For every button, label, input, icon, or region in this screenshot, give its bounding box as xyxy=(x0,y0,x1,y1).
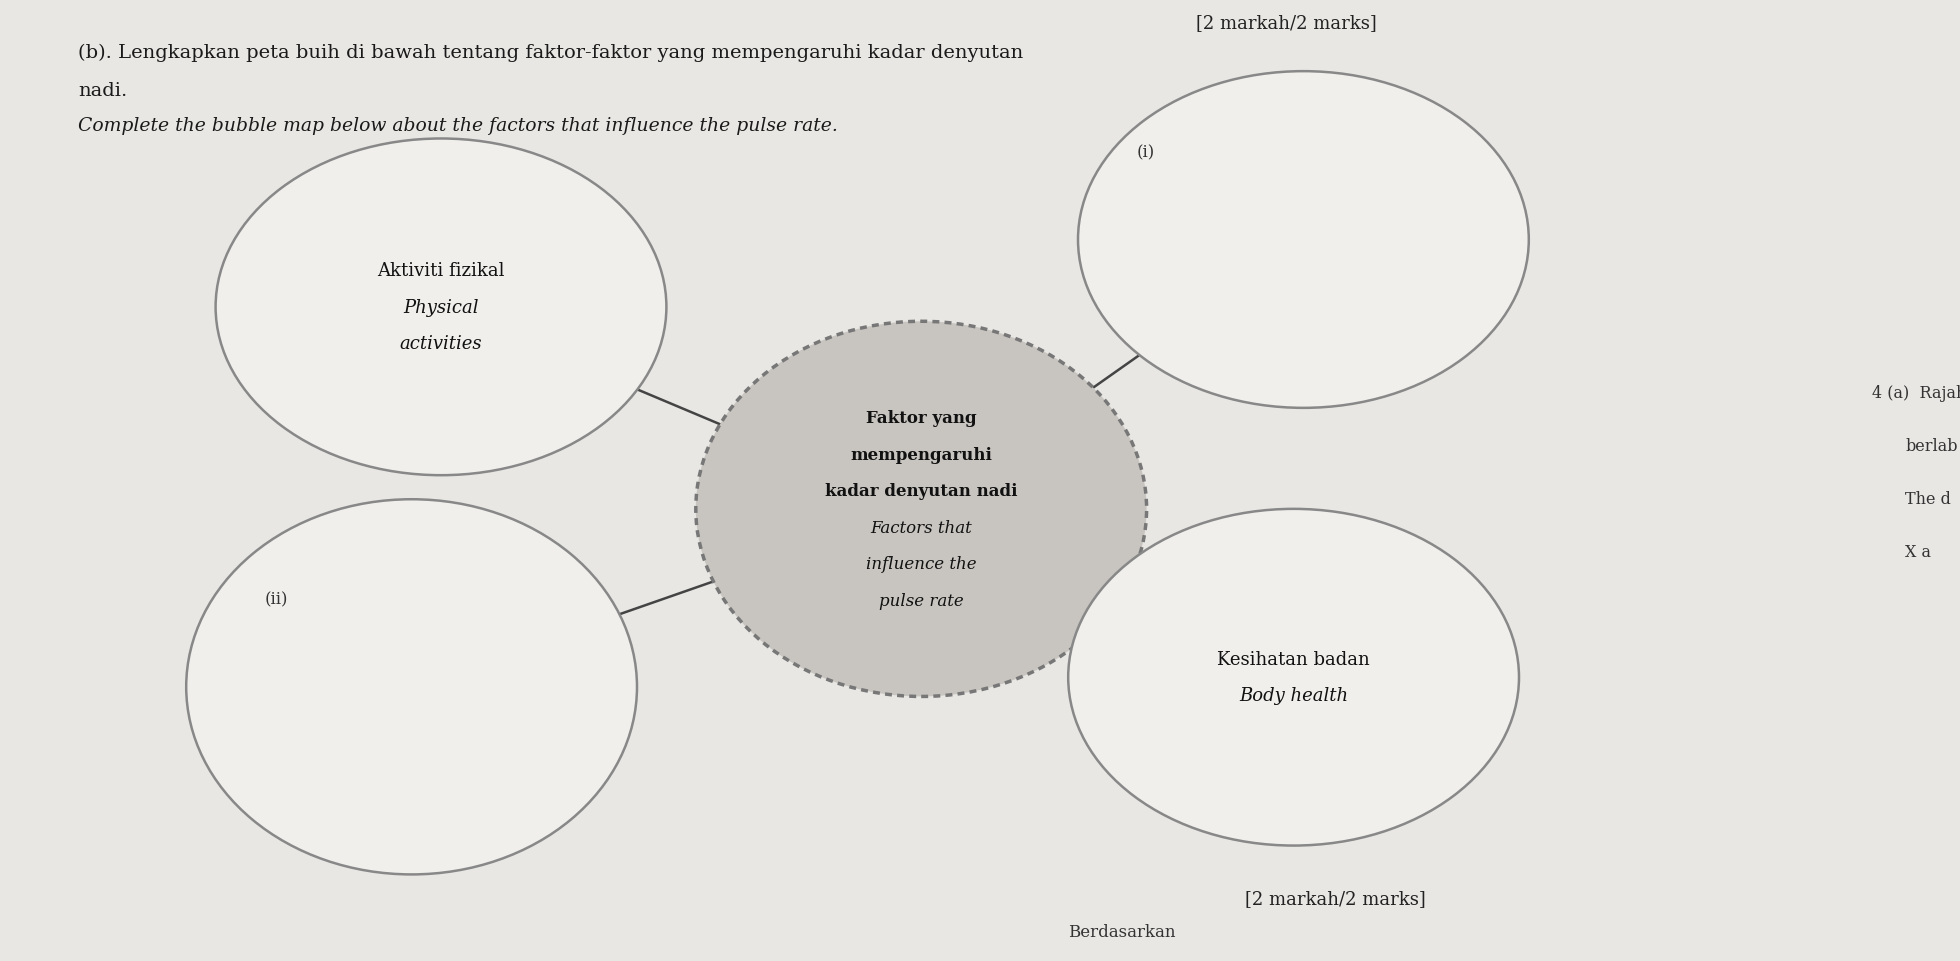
Text: pulse rate: pulse rate xyxy=(878,592,964,609)
Text: Berdasarkan: Berdasarkan xyxy=(1068,923,1176,940)
Text: Body health: Body health xyxy=(1239,687,1348,704)
Ellipse shape xyxy=(186,500,637,875)
Ellipse shape xyxy=(696,322,1147,697)
Text: berlab: berlab xyxy=(1905,437,1958,455)
Text: 4 (a)  Rajah d: 4 (a) Rajah d xyxy=(1872,384,1960,402)
Text: (i): (i) xyxy=(1137,144,1154,161)
Text: Faktor yang: Faktor yang xyxy=(866,409,976,427)
Text: influence the: influence the xyxy=(866,555,976,573)
Text: Physical: Physical xyxy=(404,299,478,316)
Text: Aktiviti fizikal: Aktiviti fizikal xyxy=(376,262,506,280)
Ellipse shape xyxy=(1078,72,1529,408)
Text: nadi.: nadi. xyxy=(78,82,127,100)
Text: Complete the bubble map below about the factors that influence the pulse rate.: Complete the bubble map below about the … xyxy=(78,117,839,136)
Text: Factors that: Factors that xyxy=(870,519,972,536)
Text: [2 markah/2 marks]: [2 markah/2 marks] xyxy=(1245,889,1425,907)
Text: mempengaruhi: mempengaruhi xyxy=(851,446,992,463)
Text: (b). Lengkapkan peta buih di bawah tentang faktor-faktor yang mempengaruhi kadar: (b). Lengkapkan peta buih di bawah tenta… xyxy=(78,43,1023,62)
Ellipse shape xyxy=(216,139,666,476)
Ellipse shape xyxy=(1068,509,1519,846)
Text: [2 markah/2 marks]: [2 markah/2 marks] xyxy=(1196,14,1376,33)
Text: Kesihatan badan: Kesihatan badan xyxy=(1217,651,1370,668)
Text: kadar denyutan nadi: kadar denyutan nadi xyxy=(825,482,1017,500)
Text: activities: activities xyxy=(400,335,482,353)
Text: The d: The d xyxy=(1905,490,1950,507)
Text: X a: X a xyxy=(1905,543,1931,560)
Text: (ii): (ii) xyxy=(265,591,288,608)
